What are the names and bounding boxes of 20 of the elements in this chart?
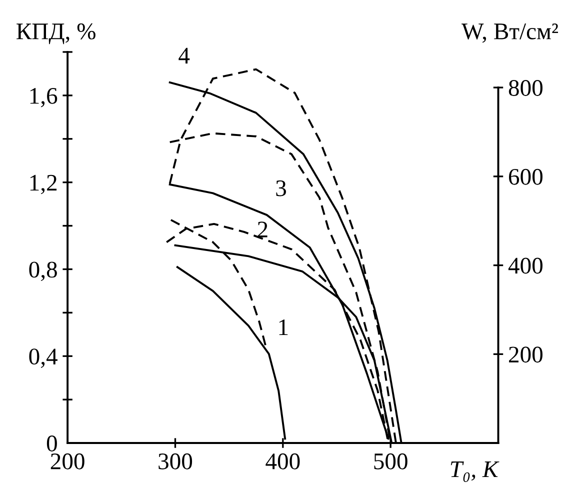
y-tick-label: 0 <box>46 436 57 452</box>
y2-tick-label: 600 <box>508 168 542 185</box>
y-tick-label: 1,6 <box>30 88 58 108</box>
x-tick-label: 400 <box>266 453 300 470</box>
annotation: 2 <box>258 222 268 238</box>
x-tick-label: 500 <box>374 453 408 470</box>
x-tick-label: 300 <box>158 453 192 470</box>
y-axis-title: КПД, % <box>16 23 96 44</box>
y2-tick-label: 400 <box>508 258 542 274</box>
y2-axis-title: W, Вт/см² <box>462 24 558 43</box>
x-axis-title: T₀, K <box>450 462 500 482</box>
annotation: 1 <box>279 319 288 336</box>
annotation: 3 <box>276 180 286 196</box>
x-tick-label: 200 <box>50 453 84 470</box>
y2-tick-label: 800 <box>508 80 542 96</box>
y-tick-label: 1,2 <box>30 174 57 194</box>
y-tick-label: 0,4 <box>29 348 58 368</box>
annotation: 4 <box>178 48 190 64</box>
y2-tick-label: 200 <box>509 346 542 363</box>
y-tick-label: 0,8 <box>29 262 57 282</box>
